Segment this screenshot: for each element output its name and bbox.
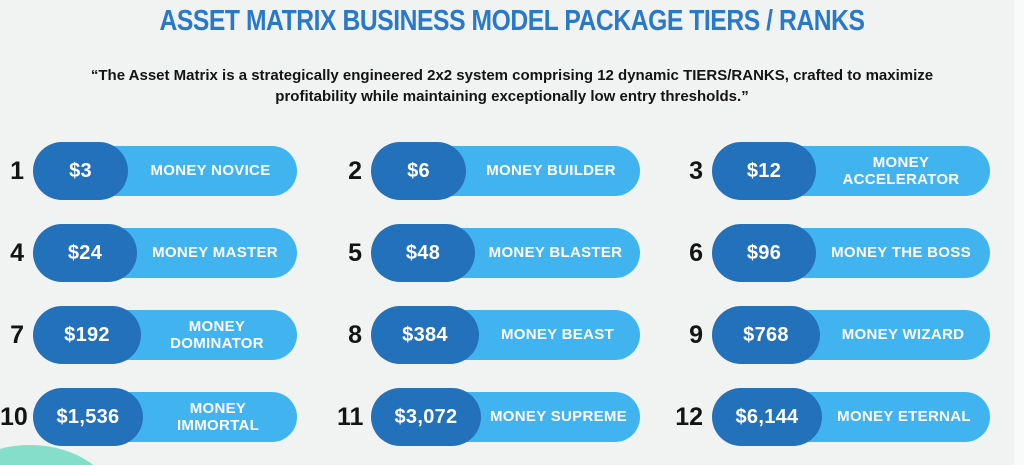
tier-price-capsule: $1,536 [33,388,143,446]
tier-row: 1 $3 MONEY NOVICE 2 $6 MONEY BUILDER 3 $12 MONEY… [0,142,992,200]
tier-pill: $48 MONEY BLASTER [371,224,640,282]
tier-name-label: MONEY BLASTER [488,244,623,262]
tier-name-label: MONEY SUPREME [490,408,627,426]
tier-pill: $24 MONEY MASTER [33,224,297,282]
tier-pill: $192 MONEY DOMINATOR [33,306,297,364]
subtitle-quote: “The Asset Matrix is a strategically eng… [90,67,934,105]
tier-item: 4 $24 MONEY MASTER [0,224,297,282]
tier-price-capsule: $384 [371,306,479,364]
tier-pill: $6 MONEY BUILDER [371,142,640,200]
tier-rank: 2 [348,156,362,185]
tier-price-capsule: $3,072 [371,388,481,446]
tier-name-label: MONEY DOMINATOR [170,317,264,352]
tier-pill: $1,536 MONEY IMMORTAL [33,388,297,446]
tier-item: 10 $1,536 MONEY IMMORTAL [0,388,297,446]
tier-pill: $3,072 MONEY SUPREME [371,388,640,446]
tier-rank: 9 [689,320,703,349]
tier-name-label: MONEY BEAST [500,326,615,344]
tier-rank: 3 [689,156,703,185]
tier-rank: 1 [10,156,24,185]
tier-name-label: MONEY WIZARD [841,326,965,344]
tier-name-label: MONEY NOVICE [150,162,271,180]
tier-item: 8 $384 MONEY BEAST [337,306,640,364]
tier-name-label: MONEY ACCELERATOR [842,153,960,188]
tier-pill: $96 MONEY THE BOSS [712,224,990,282]
tier-pill: $384 MONEY BEAST [371,306,640,364]
tier-pill: $12 MONEY ACCELERATOR [712,142,990,200]
tier-price-capsule: $192 [33,306,141,364]
tier-row: 10 $1,536 MONEY IMMORTAL 11 $3,072 MONEY SUPR… [0,388,992,446]
tier-name-label: MONEY MASTER [152,244,278,262]
tier-rank: 8 [348,320,362,349]
tier-item: 12 $6,144 MONEY ETERNAL [675,388,990,446]
tier-rank: 11 [337,402,364,431]
tier-price-capsule: $96 [712,224,816,282]
tier-price-capsule: $6,144 [712,388,822,446]
tier-rank: 10 [0,402,28,431]
tier-item: 1 $3 MONEY NOVICE [0,142,297,200]
tier-name-label: MONEY BUILDER [486,162,616,180]
tier-name-label: MONEY ETERNAL [837,408,971,426]
tier-item: 2 $6 MONEY BUILDER [337,142,640,200]
tier-item: 3 $12 MONEY ACCELERATOR [675,142,990,200]
tier-name-label: MONEY THE BOSS [831,244,971,262]
right-edge-strip [1014,0,1024,465]
tier-pill: $3 MONEY NOVICE [33,142,297,200]
tier-grid: 1 $3 MONEY NOVICE 2 $6 MONEY BUILDER 3 $12 MONEY… [0,142,992,465]
tier-rank: 12 [675,402,703,431]
tier-pill: $6,144 MONEY ETERNAL [712,388,990,446]
tier-name-label: MONEY IMMORTAL [176,399,260,434]
tier-item: 6 $96 MONEY THE BOSS [675,224,990,282]
tier-price-capsule: $24 [33,224,137,282]
tier-price-capsule: $3 [33,142,128,200]
tier-item: 9 $768 MONEY WIZARD [675,306,990,364]
page-title: ASSET MATRIX BUSINESS MODEL PACKAGE TIER… [159,5,865,37]
tier-row: 7 $192 MONEY DOMINATOR 8 $384 MONEY BEAST 9 $76… [0,306,992,364]
tier-rank: 7 [10,320,24,349]
tier-price-capsule: $768 [712,306,820,364]
tier-pill: $768 MONEY WIZARD [712,306,990,364]
tier-item: 5 $48 MONEY BLASTER [337,224,640,282]
tier-price-capsule: $6 [371,142,466,200]
tier-rank: 5 [348,238,362,267]
tier-rank: 4 [10,238,24,267]
tier-price-capsule: $48 [371,224,475,282]
tier-item: 7 $192 MONEY DOMINATOR [0,306,297,364]
tier-row: 4 $24 MONEY MASTER 5 $48 MONEY BLASTER 6 $96 MON… [0,224,992,282]
tier-rank: 6 [689,238,703,267]
tier-price-capsule: $12 [712,142,816,200]
tier-item: 11 $3,072 MONEY SUPREME [337,388,640,446]
